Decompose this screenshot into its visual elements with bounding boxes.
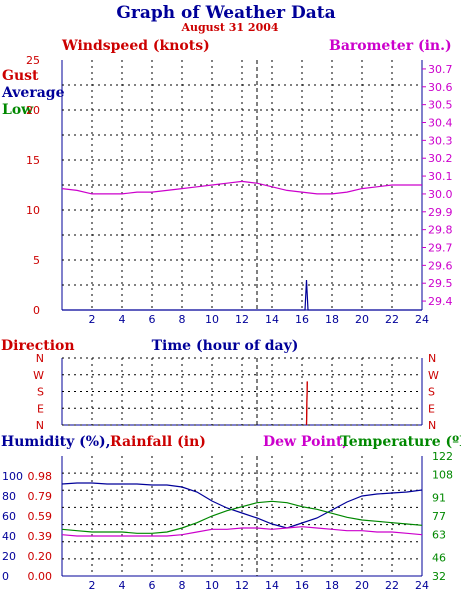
temperature-line bbox=[61, 500, 423, 534]
legend-low: Low bbox=[2, 102, 34, 118]
direction-left-label: N bbox=[36, 352, 44, 365]
direction-right-label: N bbox=[428, 419, 436, 432]
wind-y-tick-label: 5 bbox=[33, 254, 40, 267]
humidity-x-tick-label: 16 bbox=[295, 579, 309, 592]
humidity-x-tick-label: 12 bbox=[235, 579, 249, 592]
dewpoint-label: Dew Point, bbox=[263, 434, 347, 450]
wind-x-tick-label: 18 bbox=[325, 313, 339, 326]
barometer-tick-label: 30.5 bbox=[428, 99, 453, 112]
rainfall-tick-label: 0.39 bbox=[28, 530, 53, 543]
windspeed-label: Windspeed (knots) bbox=[61, 38, 210, 54]
humidity-label: Humidity (%), bbox=[1, 434, 111, 450]
rainfall-tick-label: 0.20 bbox=[28, 550, 53, 563]
rainfall-label: Rainfall (in) bbox=[110, 434, 206, 450]
wind-x-tick-label: 8 bbox=[179, 313, 186, 326]
temperature-tick-label: 32 bbox=[432, 570, 446, 583]
wind-x-tick-label: 22 bbox=[385, 313, 399, 326]
direction-spike bbox=[305, 381, 308, 426]
temperature-tick-label: 122 bbox=[432, 450, 453, 463]
humidity-tick-label: 40 bbox=[2, 530, 16, 543]
barometer-line bbox=[61, 180, 422, 195]
humidity-tick-label: 100 bbox=[2, 470, 23, 483]
rainfall-tick-label: 0.59 bbox=[28, 510, 53, 523]
wind-x-tick-label: 16 bbox=[295, 313, 309, 326]
humidity-x-tick-label: 4 bbox=[119, 579, 126, 592]
wind-x-tick-label: 2 bbox=[89, 313, 96, 326]
temperature-tick-label: 91 bbox=[432, 491, 446, 504]
barometer-tick-label: 29.6 bbox=[428, 259, 453, 272]
wind-y-tick-label: 0 bbox=[33, 304, 40, 317]
direction-left-label: E bbox=[37, 402, 44, 415]
wind-x-tick-label: 10 bbox=[205, 313, 219, 326]
humidity-x-tick-label: 18 bbox=[325, 579, 339, 592]
direction-left-label: S bbox=[37, 386, 44, 399]
wind-y-tick-label: 10 bbox=[26, 204, 40, 217]
direction-right-label: N bbox=[428, 352, 436, 365]
dewpoint-line bbox=[61, 526, 423, 537]
barometer-tick-label: 29.7 bbox=[428, 242, 453, 255]
wind-x-tick-label: 6 bbox=[149, 313, 156, 326]
wind-x-tick-label: 24 bbox=[415, 313, 429, 326]
barometer-tick-label: 29.5 bbox=[428, 277, 453, 290]
barometer-tick-label: 30.1 bbox=[428, 170, 453, 183]
barometer-tick-label: 29.8 bbox=[428, 224, 453, 237]
chart-subtitle: August 31 2004 bbox=[180, 21, 278, 34]
chart-title: Graph of Weather Data bbox=[116, 3, 335, 23]
direction-left-label: W bbox=[33, 369, 44, 382]
humidity-x-tick-label: 22 bbox=[385, 579, 399, 592]
wind-x-tick-label: 14 bbox=[265, 313, 279, 326]
barometer-tick-label: 30.6 bbox=[428, 81, 453, 94]
wind-x-tick-label: 12 bbox=[235, 313, 249, 326]
barometer-tick-label: 30.3 bbox=[428, 134, 453, 147]
rainfall-tick-label: 0.98 bbox=[28, 470, 53, 483]
temperature-tick-label: 108 bbox=[432, 469, 453, 482]
temperature-tick-label: 46 bbox=[432, 551, 446, 564]
barometer-tick-label: 30.2 bbox=[428, 152, 453, 165]
temperature-label: Temperature (ºF) bbox=[340, 434, 461, 450]
humidity-tick-label: 0 bbox=[2, 570, 9, 583]
wind-y-tick-label: 15 bbox=[26, 154, 40, 167]
rainfall-tick-label: 0.79 bbox=[28, 490, 53, 503]
humidity-line bbox=[61, 482, 423, 529]
humidity-x-tick-label: 6 bbox=[149, 579, 156, 592]
wind-x-tick-label: 20 bbox=[355, 313, 369, 326]
rainfall-tick-label: 0.00 bbox=[28, 570, 53, 583]
barometer-tick-label: 29.4 bbox=[428, 295, 453, 308]
barometer-label: Barometer (in.) bbox=[329, 38, 452, 54]
wind-x-tick-label: 4 bbox=[119, 313, 126, 326]
temperature-tick-label: 77 bbox=[432, 510, 446, 523]
legend-gust: Gust bbox=[2, 68, 39, 84]
barometer-tick-label: 29.9 bbox=[428, 206, 453, 219]
direction-right-label: W bbox=[428, 369, 439, 382]
barometer-tick-label: 30.7 bbox=[428, 63, 453, 76]
legend-average: Average bbox=[1, 85, 65, 101]
direction-right-label: E bbox=[428, 402, 435, 415]
time-xlabel: Time (hour of day) bbox=[152, 338, 299, 354]
humidity-tick-label: 20 bbox=[2, 550, 16, 563]
barometer-tick-label: 30.4 bbox=[428, 117, 453, 130]
wind-y-tick-label: 25 bbox=[26, 54, 40, 67]
humidity-x-tick-label: 10 bbox=[205, 579, 219, 592]
humidity-x-tick-label: 14 bbox=[265, 579, 279, 592]
direction-right-label: S bbox=[428, 386, 435, 399]
gust-line bbox=[62, 279, 422, 311]
humidity-x-tick-label: 24 bbox=[415, 579, 429, 592]
direction-label: Direction bbox=[1, 338, 75, 354]
barometer-tick-label: 30.0 bbox=[428, 188, 453, 201]
wind-y-tick-label: 20 bbox=[26, 104, 40, 117]
humidity-tick-label: 60 bbox=[2, 510, 16, 523]
temperature-tick-label: 63 bbox=[432, 529, 446, 542]
humidity-x-tick-label: 20 bbox=[355, 579, 369, 592]
direction-left-label: N bbox=[36, 419, 44, 432]
humidity-tick-label: 80 bbox=[2, 490, 16, 503]
humidity-x-tick-label: 2 bbox=[89, 579, 96, 592]
humidity-x-tick-label: 8 bbox=[179, 579, 186, 592]
